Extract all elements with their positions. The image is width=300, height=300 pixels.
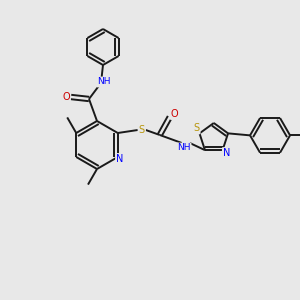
Text: O: O (62, 92, 70, 102)
Text: NH: NH (177, 143, 190, 152)
Text: NH: NH (97, 77, 111, 86)
Text: N: N (223, 148, 230, 158)
Text: S: S (194, 123, 200, 134)
Text: O: O (171, 109, 178, 119)
Text: S: S (139, 125, 145, 135)
Text: N: N (116, 154, 124, 164)
